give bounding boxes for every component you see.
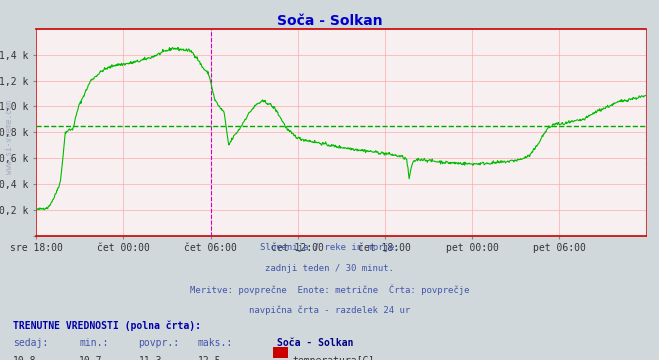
- Text: povpr.:: povpr.:: [138, 338, 179, 348]
- Text: Meritve: povprečne  Enote: metrične  Črta: povprečje: Meritve: povprečne Enote: metrične Črta:…: [190, 285, 469, 295]
- Text: 10,8: 10,8: [13, 356, 37, 360]
- Text: TRENUTNE VREDNOSTI (polna črta):: TRENUTNE VREDNOSTI (polna črta):: [13, 320, 201, 331]
- Text: min.:: min.:: [79, 338, 109, 348]
- Text: zadnji teden / 30 minut.: zadnji teden / 30 minut.: [265, 264, 394, 273]
- Text: 11,3: 11,3: [138, 356, 162, 360]
- Text: Soča - Solkan: Soča - Solkan: [277, 14, 382, 28]
- Text: 12,5: 12,5: [198, 356, 221, 360]
- Text: www.si-vreme.com: www.si-vreme.com: [5, 100, 14, 174]
- Text: temperatura[C]: temperatura[C]: [292, 356, 374, 360]
- Text: maks.:: maks.:: [198, 338, 233, 348]
- Text: 10,7: 10,7: [79, 356, 103, 360]
- Text: navpična črta - razdelek 24 ur: navpična črta - razdelek 24 ur: [249, 306, 410, 315]
- Text: Slovenija / reke in morje.: Slovenija / reke in morje.: [260, 243, 399, 252]
- Text: Soča - Solkan: Soča - Solkan: [277, 338, 353, 348]
- Text: sedaj:: sedaj:: [13, 338, 48, 348]
